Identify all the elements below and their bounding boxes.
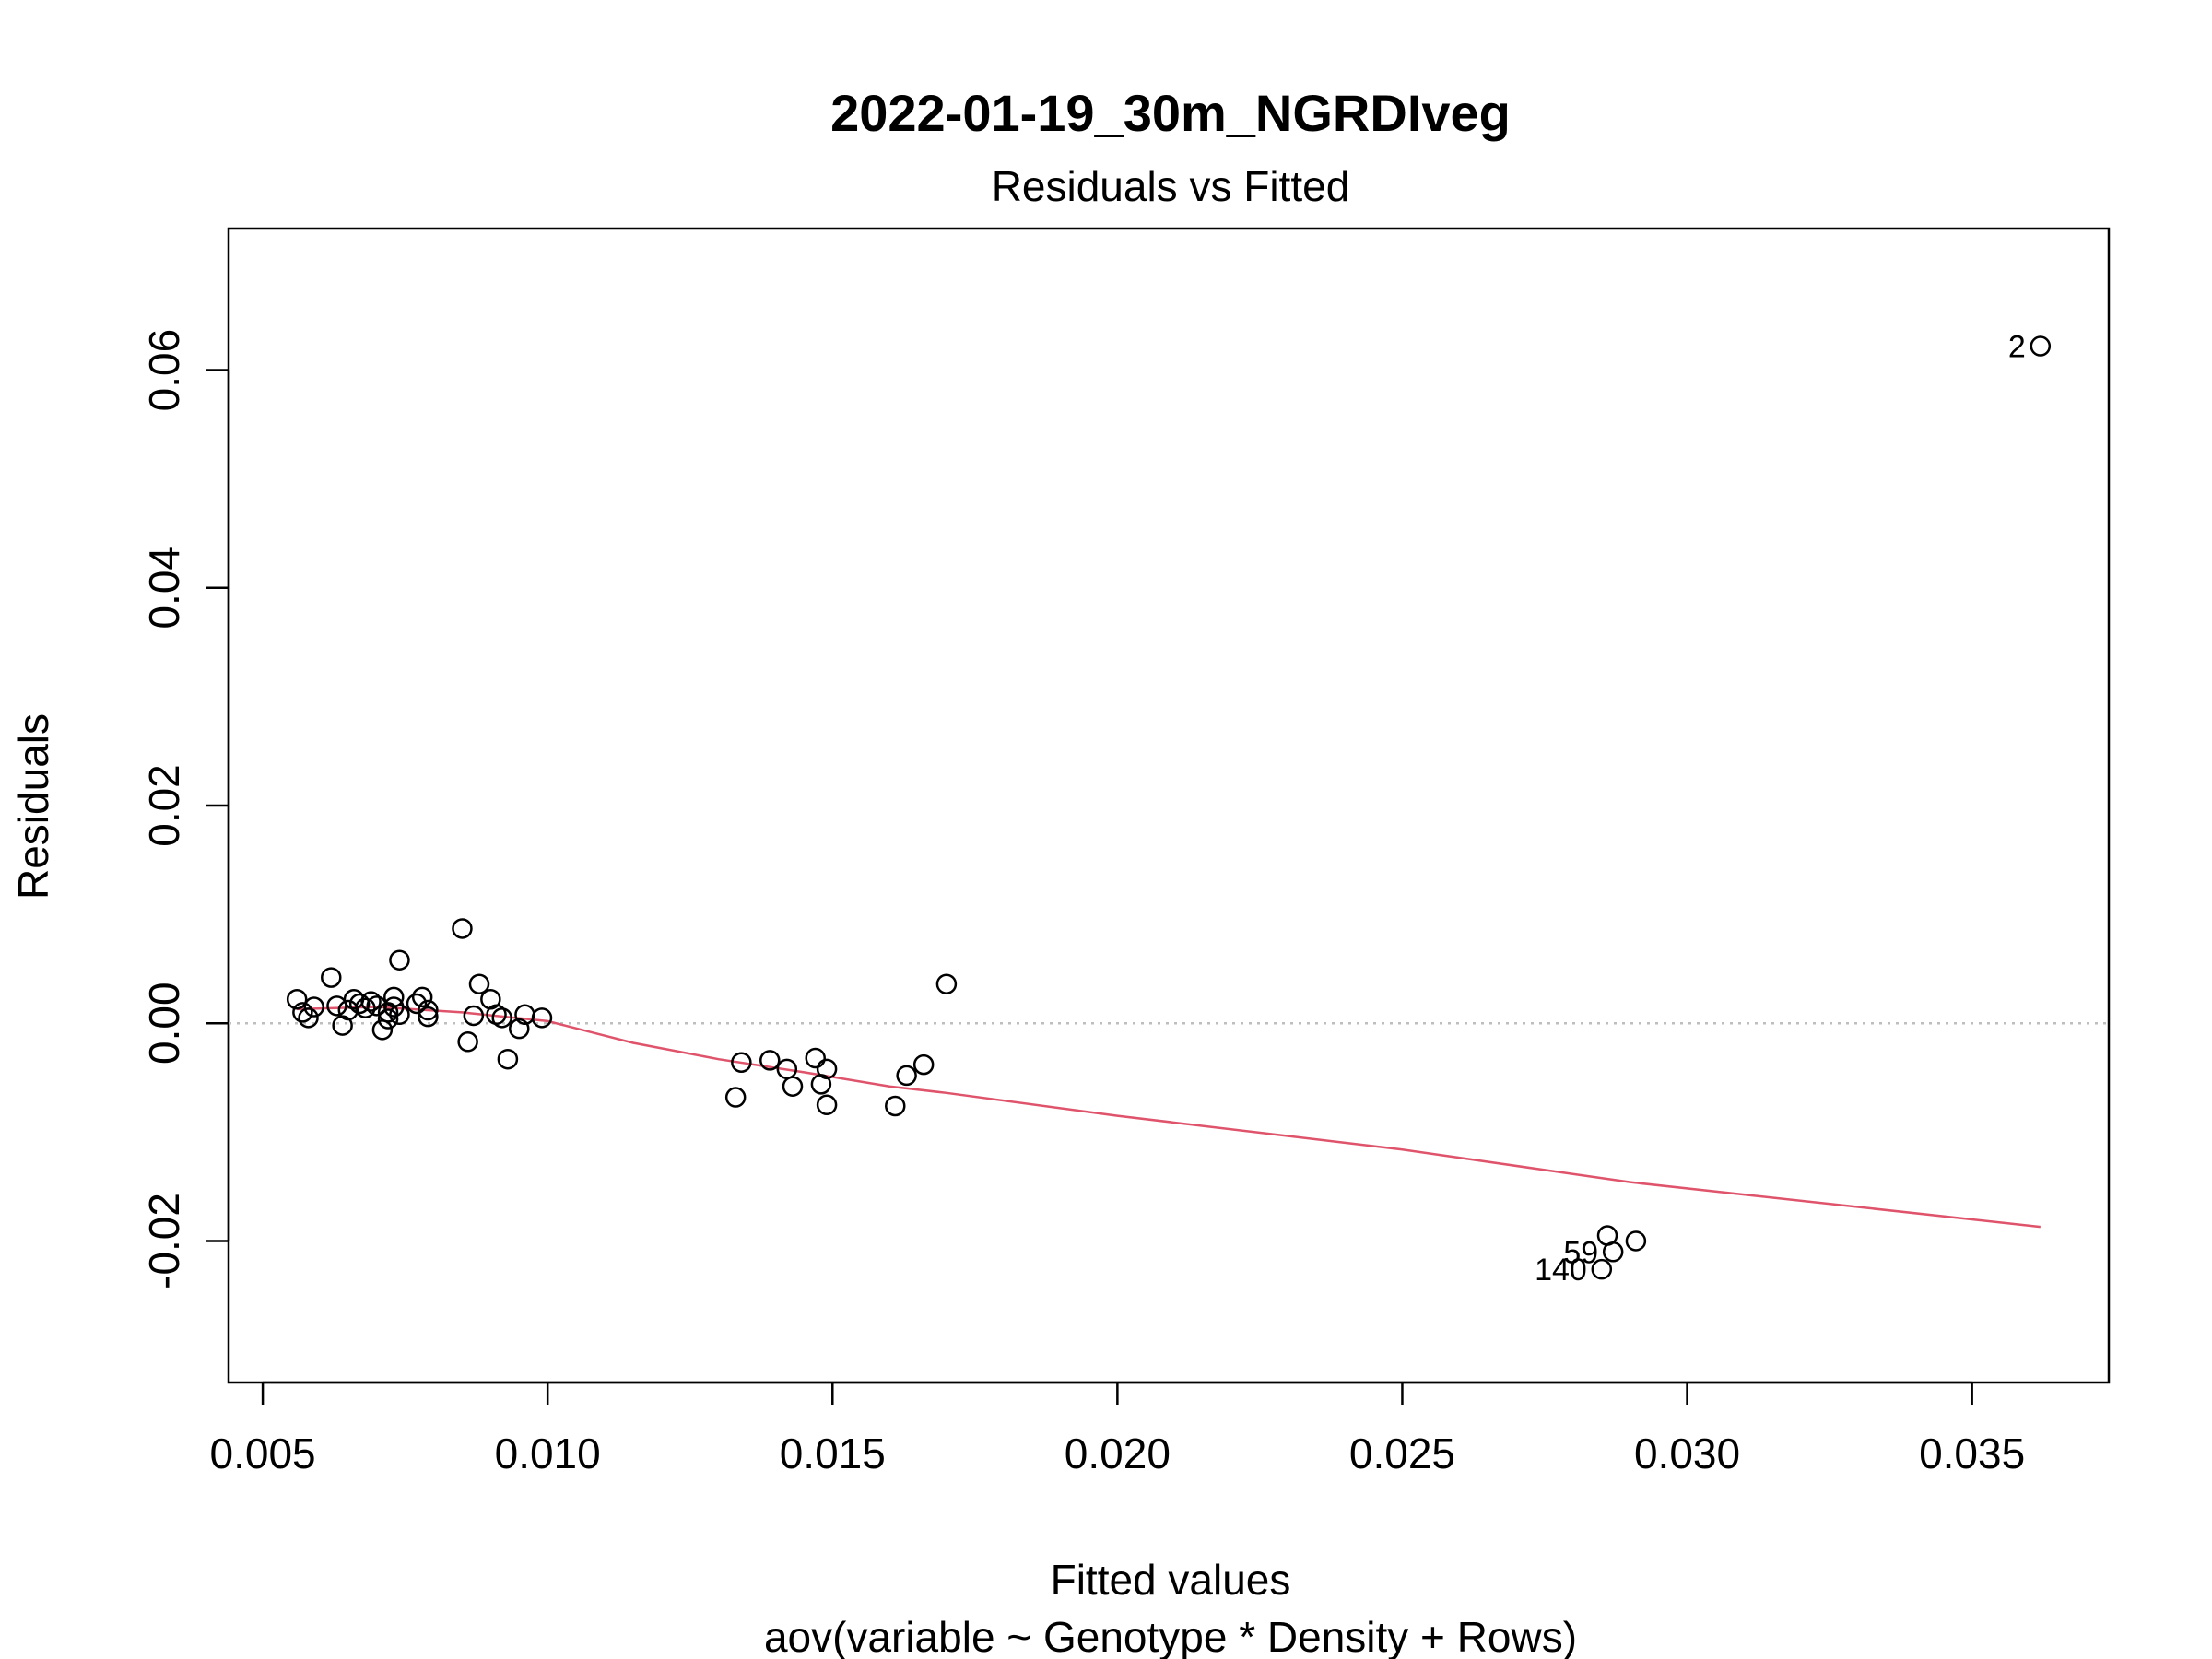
data-point <box>406 993 428 1015</box>
data-point <box>326 995 347 1017</box>
data-point <box>816 1094 838 1116</box>
data-point <box>805 1047 826 1069</box>
x-tick-label: 0.020 <box>1065 1430 1171 1477</box>
data-point <box>731 1052 752 1073</box>
x-tick-label: 0.015 <box>780 1430 886 1477</box>
x-tick-label: 0.035 <box>1919 1430 2025 1477</box>
y-tick-label: -0.02 <box>140 1193 188 1289</box>
x-axis-sublabel: aov(variable ~ Genotype * Density + Rows… <box>764 1613 1577 1659</box>
data-point <box>468 973 490 994</box>
data-point <box>452 918 473 939</box>
data-point <box>355 997 376 1018</box>
point-label: 59 <box>1563 1235 1598 1270</box>
data-point <box>457 1031 478 1053</box>
data-point <box>377 1008 399 1030</box>
smooth-line <box>297 1006 2041 1229</box>
plot-frame <box>227 227 2111 1384</box>
x-axis-label: Fitted values <box>1051 1556 1291 1604</box>
x-tick-label: 0.010 <box>495 1430 601 1477</box>
data-point <box>418 999 439 1021</box>
data-point <box>912 1053 935 1076</box>
data-point <box>366 995 387 1017</box>
chart-subtitle: Residuals vs Fitted <box>992 162 1350 210</box>
point-label: 2 <box>2008 330 2026 365</box>
data-point <box>321 967 342 988</box>
x-tick-label: 0.025 <box>1349 1430 1455 1477</box>
x-tick-label: 0.005 <box>210 1430 316 1477</box>
y-tick-label: 0.00 <box>140 982 188 1065</box>
x-tick-label: 0.030 <box>1634 1430 1740 1477</box>
chart-title: 2022-01-19_30m_NGRDIveg <box>830 84 1511 142</box>
y-axis-label: Residuals <box>9 713 57 900</box>
data-point <box>1602 1241 1624 1263</box>
data-point <box>389 1004 410 1026</box>
data-point <box>1591 1258 1613 1280</box>
y-tick-label: 0.06 <box>140 329 188 412</box>
data-point <box>418 1006 439 1028</box>
data-point <box>759 1050 781 1071</box>
y-tick-label: 0.04 <box>140 547 188 629</box>
data-point <box>509 1018 530 1040</box>
data-point <box>298 1007 319 1029</box>
point-label: 140 <box>1535 1253 1587 1288</box>
data-point <box>885 1095 906 1117</box>
y-axis: -0.02 0.00 0.02 0.04 0.06 <box>140 329 230 1289</box>
data-point <box>531 1007 553 1029</box>
data-point <box>724 1087 747 1108</box>
data-point <box>411 986 433 1008</box>
data-point <box>1625 1230 1647 1252</box>
data-point <box>782 1076 804 1097</box>
data-point <box>389 949 410 971</box>
data-point <box>2030 335 2052 357</box>
data-point <box>491 1007 512 1029</box>
data-point <box>360 991 382 1012</box>
data-point <box>463 1005 485 1027</box>
points-group <box>286 335 2052 1280</box>
data-point <box>497 1048 519 1070</box>
y-tick-label: 0.02 <box>140 764 188 847</box>
data-point <box>292 1002 313 1023</box>
x-axis: 0.005 0.010 0.015 0.020 0.025 0.030 0.035 <box>210 1381 2025 1477</box>
data-point <box>816 1058 838 1080</box>
data-point <box>896 1065 917 1087</box>
data-point <box>935 973 958 994</box>
data-point <box>303 996 324 1018</box>
data-point <box>371 1019 394 1041</box>
smooth-line-group <box>297 1006 2041 1229</box>
data-point <box>286 988 308 1010</box>
